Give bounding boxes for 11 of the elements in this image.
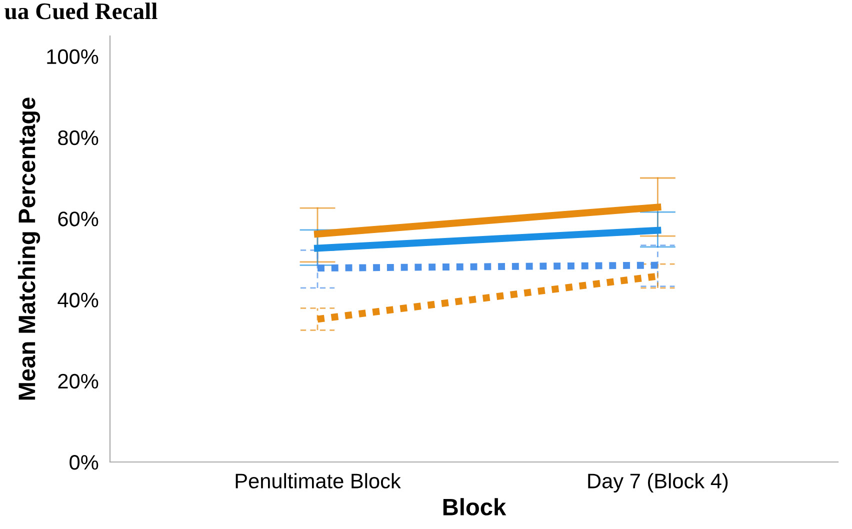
- x-axis-title: Block: [443, 498, 506, 516]
- chart-title: ua Cued Recall: [4, 2, 158, 20]
- y-tick-label: 0%: [70, 455, 98, 470]
- y-axis-title: Mean Matching Percentage: [18, 98, 40, 400]
- y-tick-label: 20%: [58, 374, 98, 389]
- x-tick-label: Day 7 (Block 4): [588, 473, 728, 493]
- y-tick-label: 60%: [58, 212, 98, 226]
- y-tick-label: 40%: [58, 292, 98, 308]
- y-tick-label: 100%: [47, 49, 98, 64]
- y-tick-label: 80%: [58, 130, 98, 146]
- x-tick-label: Penultimate Block: [236, 473, 401, 488]
